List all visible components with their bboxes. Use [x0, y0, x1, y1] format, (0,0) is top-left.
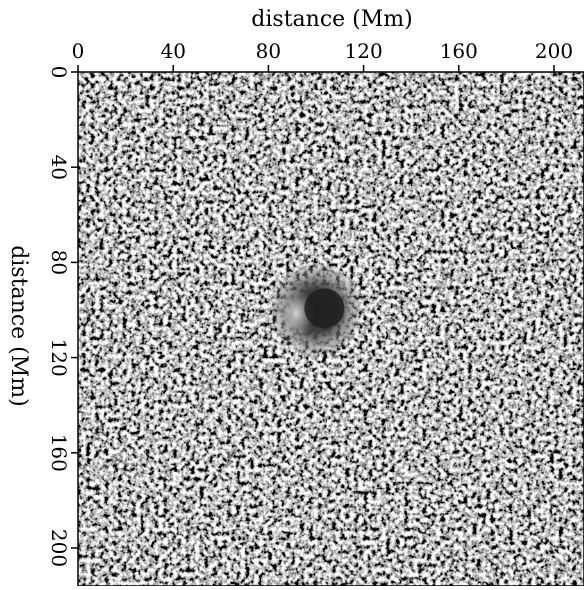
x-axis-ticks: 0 40 80 120 160 200 [72, 39, 573, 72]
sunspot-umbra [304, 288, 345, 329]
y-tick-label: 0 [47, 66, 71, 79]
solar-granulation-image [77, 71, 584, 587]
x-tick-label: 0 [72, 39, 85, 63]
y-tick-label: 40 [47, 154, 71, 179]
x-tick-label: 80 [256, 39, 281, 63]
y-tick-label: 160 [47, 434, 71, 472]
x-tick-label: 40 [160, 39, 185, 63]
x-tick-label: 200 [535, 39, 573, 63]
x-tick-label: 160 [440, 39, 478, 63]
sunspot-bright-side [277, 288, 315, 339]
y-tick-label: 80 [47, 250, 71, 275]
y-tick-label: 200 [47, 529, 71, 567]
y-axis-ticks: 0 40 80 120 160 200 [47, 66, 78, 567]
y-axis-label: distance (Mm) [6, 245, 31, 406]
y-tick-label: 120 [47, 339, 71, 377]
x-tick-label: 120 [345, 39, 383, 63]
x-axis-label: distance (Mm) [251, 7, 412, 32]
